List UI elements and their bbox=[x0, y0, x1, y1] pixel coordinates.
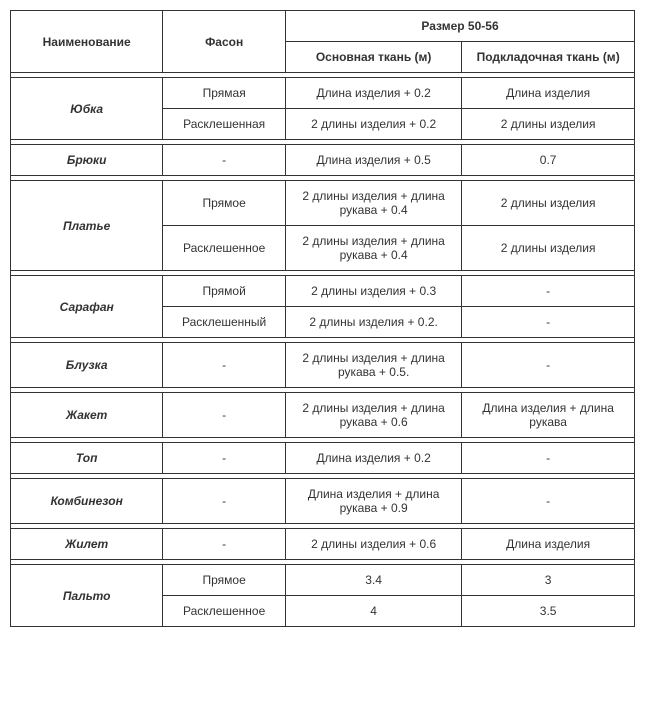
cell-style: - bbox=[163, 343, 286, 388]
fabric-consumption-table: Наименование Фасон Размер 50-56 Основная… bbox=[10, 10, 635, 627]
cell-lining-fabric: - bbox=[462, 276, 635, 307]
cell-style: - bbox=[163, 443, 286, 474]
header-lining-fabric: Подкладочная ткань (м) bbox=[462, 42, 635, 73]
table-row: Топ-Длина изделия + 0.2- bbox=[11, 443, 635, 474]
cell-lining-fabric: - bbox=[462, 343, 635, 388]
item-name: Брюки bbox=[11, 145, 163, 176]
item-name: Жакет bbox=[11, 393, 163, 438]
cell-lining-fabric: 2 длины изделия bbox=[462, 109, 635, 140]
cell-style: Расклешенное bbox=[163, 226, 286, 271]
item-name: Платье bbox=[11, 181, 163, 271]
table-row: Жакет-2 длины изделия + длина рукава + 0… bbox=[11, 393, 635, 438]
cell-lining-fabric: 3 bbox=[462, 565, 635, 596]
cell-lining-fabric: 2 длины изделия bbox=[462, 181, 635, 226]
cell-lining-fabric: Длина изделия bbox=[462, 78, 635, 109]
cell-main-fabric: Длина изделия + 0.2 bbox=[286, 443, 462, 474]
cell-lining-fabric: 3.5 bbox=[462, 596, 635, 627]
header-main-fabric: Основная ткань (м) bbox=[286, 42, 462, 73]
item-name: Жилет bbox=[11, 529, 163, 560]
cell-main-fabric: 2 длины изделия + длина рукава + 0.6 bbox=[286, 393, 462, 438]
table-row: Жилет-2 длины изделия + 0.6Длина изделия bbox=[11, 529, 635, 560]
cell-style: - bbox=[163, 145, 286, 176]
table-row: ПлатьеПрямое2 длины изделия + длина рука… bbox=[11, 181, 635, 226]
cell-main-fabric: 2 длины изделия + длина рукава + 0.5. bbox=[286, 343, 462, 388]
cell-style: Прямой bbox=[163, 276, 286, 307]
cell-lining-fabric: Длина изделия + длина рукава bbox=[462, 393, 635, 438]
item-name: Топ bbox=[11, 443, 163, 474]
table-row: Блузка-2 длины изделия + длина рукава + … bbox=[11, 343, 635, 388]
cell-style: - bbox=[163, 393, 286, 438]
cell-lining-fabric: - bbox=[462, 479, 635, 524]
cell-main-fabric: 2 длины изделия + длина рукава + 0.4 bbox=[286, 181, 462, 226]
cell-main-fabric: 2 длины изделия + 0.3 bbox=[286, 276, 462, 307]
table-row: СарафанПрямой2 длины изделия + 0.3- bbox=[11, 276, 635, 307]
cell-style: Расклешенная bbox=[163, 109, 286, 140]
cell-style: Расклешенное bbox=[163, 596, 286, 627]
cell-main-fabric: Длина изделия + 0.2 bbox=[286, 78, 462, 109]
cell-main-fabric: 4 bbox=[286, 596, 462, 627]
table-row: Комбинезон-Длина изделия + длина рукава … bbox=[11, 479, 635, 524]
cell-main-fabric: 2 длины изделия + 0.2 bbox=[286, 109, 462, 140]
item-name: Юбка bbox=[11, 78, 163, 140]
cell-lining-fabric: - bbox=[462, 443, 635, 474]
cell-main-fabric: Длина изделия + длина рукава + 0.9 bbox=[286, 479, 462, 524]
table-body: ЮбкаПрямаяДлина изделия + 0.2Длина издел… bbox=[11, 73, 635, 627]
cell-lining-fabric: Длина изделия bbox=[462, 529, 635, 560]
header-style: Фасон bbox=[163, 11, 286, 73]
cell-lining-fabric: - bbox=[462, 307, 635, 338]
item-name: Блузка bbox=[11, 343, 163, 388]
item-name: Сарафан bbox=[11, 276, 163, 338]
cell-lining-fabric: 0.7 bbox=[462, 145, 635, 176]
cell-main-fabric: 3.4 bbox=[286, 565, 462, 596]
cell-lining-fabric: 2 длины изделия bbox=[462, 226, 635, 271]
cell-main-fabric: 2 длины изделия + 0.2. bbox=[286, 307, 462, 338]
table-row: Брюки-Длина изделия + 0.50.7 bbox=[11, 145, 635, 176]
header-size-group: Размер 50-56 bbox=[286, 11, 635, 42]
cell-style: Расклешенный bbox=[163, 307, 286, 338]
item-name: Пальто bbox=[11, 565, 163, 627]
cell-style: Прямая bbox=[163, 78, 286, 109]
cell-style: Прямое bbox=[163, 181, 286, 226]
cell-style: - bbox=[163, 529, 286, 560]
header-name: Наименование bbox=[11, 11, 163, 73]
table-row: ЮбкаПрямаяДлина изделия + 0.2Длина издел… bbox=[11, 78, 635, 109]
item-name: Комбинезон bbox=[11, 479, 163, 524]
cell-style: - bbox=[163, 479, 286, 524]
cell-main-fabric: 2 длины изделия + длина рукава + 0.4 bbox=[286, 226, 462, 271]
table-row: ПальтоПрямое3.43 bbox=[11, 565, 635, 596]
cell-main-fabric: 2 длины изделия + 0.6 bbox=[286, 529, 462, 560]
cell-main-fabric: Длина изделия + 0.5 bbox=[286, 145, 462, 176]
cell-style: Прямое bbox=[163, 565, 286, 596]
